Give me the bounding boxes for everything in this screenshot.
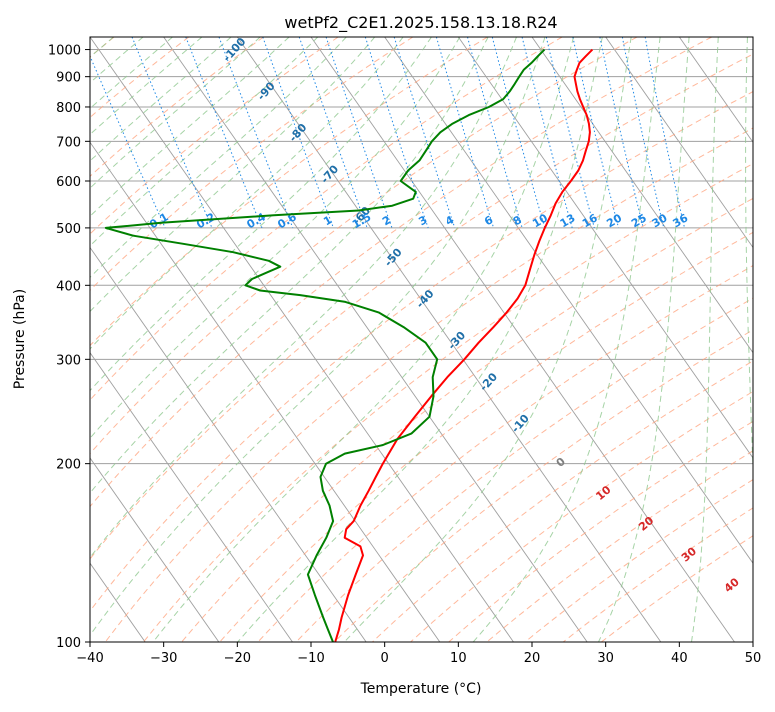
- y-tick-label: 200: [56, 458, 81, 473]
- x-tick-label: 30: [597, 651, 614, 666]
- x-tick-label: −30: [150, 651, 177, 666]
- y-tick-label: 400: [56, 279, 81, 294]
- x-tick-label: −40: [76, 651, 103, 666]
- chart-title: wetPf2_C2E1.2025.158.13.18.R24: [284, 13, 557, 33]
- x-tick-label: 0: [381, 651, 389, 666]
- x-tick-label: 20: [524, 651, 541, 666]
- y-axis-label: Pressure (hPa): [12, 289, 28, 389]
- x-tick-label: −10: [297, 651, 324, 666]
- y-tick-label: 800: [56, 101, 81, 116]
- x-tick-label: 40: [671, 651, 688, 666]
- y-tick-label: 1000: [48, 44, 81, 59]
- x-tick-label: −20: [224, 651, 251, 666]
- x-tick-label: 10: [450, 651, 467, 666]
- y-tick-label: 100: [56, 636, 81, 651]
- y-tick-label: 700: [56, 135, 81, 150]
- y-tick-label: 500: [56, 222, 81, 237]
- y-tick-label: 300: [56, 353, 81, 368]
- x-axis-label: Temperature (°C): [360, 681, 482, 697]
- x-tick-label: 50: [745, 651, 762, 666]
- y-tick-label: 600: [56, 175, 81, 190]
- y-tick-label: 900: [56, 71, 81, 86]
